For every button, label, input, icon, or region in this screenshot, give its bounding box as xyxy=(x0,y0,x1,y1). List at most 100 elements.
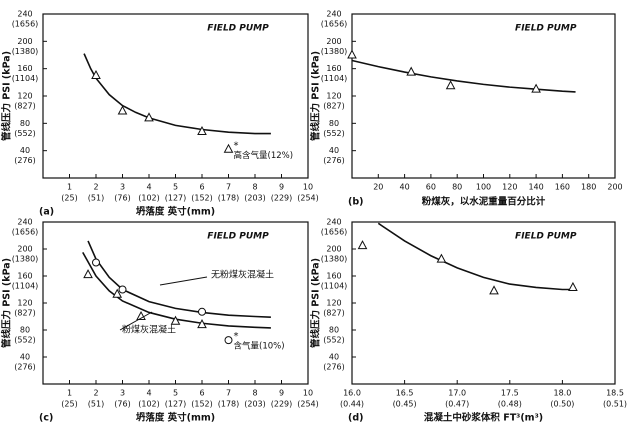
y-tick-sublabel: (1380) xyxy=(12,47,39,56)
data-point xyxy=(489,285,499,295)
y-tick-sublabel: (1380) xyxy=(321,47,348,56)
x-tick-label: 6 xyxy=(199,183,204,192)
x-tick-label: 4 xyxy=(146,183,151,192)
chart-title: FIELD PUMP xyxy=(515,232,577,242)
x-tick-label: 7 xyxy=(226,183,231,192)
chart-title: FIELD PUMP xyxy=(515,24,577,34)
x-tick-sublabel: (25) xyxy=(61,400,77,409)
x-tick-sublabel: (152) xyxy=(191,194,213,203)
y-tick-label: 240 xyxy=(326,10,341,19)
annotation-text: 高含气量(12%) xyxy=(234,150,294,161)
x-tick-label: 2 xyxy=(93,389,98,398)
plot-frame xyxy=(351,221,616,385)
y-tick-label: 80 xyxy=(20,119,30,128)
y-tick-label: 200 xyxy=(17,245,32,254)
y-tick-label: 200 xyxy=(326,37,341,46)
y-tick-sublabel: (1104) xyxy=(12,282,39,291)
annotation-symbol: * xyxy=(234,140,239,151)
data-point xyxy=(91,69,101,79)
annotation-symbol: * xyxy=(234,331,239,342)
y-tick-sublabel: (1656) xyxy=(321,228,348,237)
fit-curve xyxy=(377,222,573,291)
x-tick-sublabel: (102) xyxy=(138,194,160,203)
data-point xyxy=(92,258,100,267)
y-tick-label: 40 xyxy=(329,353,339,362)
data-point xyxy=(144,112,154,122)
data-point xyxy=(197,125,207,136)
x-tick-label: 120 xyxy=(502,183,517,192)
data-point xyxy=(117,105,128,115)
x-tick-label: 60 xyxy=(426,183,436,192)
data-point xyxy=(83,269,93,279)
annotated-point xyxy=(223,143,234,153)
x-tick-sublabel: (76) xyxy=(114,194,130,203)
y-tick-sublabel: (1104) xyxy=(321,74,348,83)
annotation-text: 含气量(10%) xyxy=(234,341,285,352)
x-tick-label: 10 xyxy=(303,389,313,398)
y-tick-label: 160 xyxy=(17,64,32,73)
y-tick-label: 120 xyxy=(17,92,32,101)
x-tick-sublabel: (51) xyxy=(88,194,104,203)
x-tick-label: 200 xyxy=(607,183,622,192)
x-tick-label: 5 xyxy=(173,389,178,398)
y-tick-sublabel: (1380) xyxy=(321,255,348,264)
x-tick-label: 3 xyxy=(120,183,125,192)
y-tick-label: 120 xyxy=(326,92,341,101)
x-axis-label: 粉煤灰，以水泥重量百分比计 xyxy=(422,196,546,208)
x-tick-sublabel: (152) xyxy=(191,400,213,409)
x-tick-label: 7 xyxy=(226,389,231,398)
x-axis-label: 坍落度 英寸(mm) xyxy=(136,412,215,422)
x-axis-label: 坍落度 英寸(mm) xyxy=(136,206,215,218)
x-tick-label: 5 xyxy=(173,183,178,192)
x-tick-label: 180 xyxy=(581,183,596,192)
x-tick-label: 4 xyxy=(146,389,151,398)
data-point xyxy=(436,253,447,263)
y-tick-sublabel: (552) xyxy=(14,129,36,138)
data-point xyxy=(136,310,146,320)
y-tick-sublabel: (552) xyxy=(323,129,345,138)
x-tick-label: 100 xyxy=(476,183,491,192)
y-tick-sublabel: (827) xyxy=(323,309,345,318)
data-point xyxy=(112,288,123,298)
y-tick-sublabel: (1104) xyxy=(12,74,39,83)
y-tick-sublabel: (1380) xyxy=(12,255,39,264)
y-tick-sublabel: (1656) xyxy=(12,20,39,29)
plot-frame xyxy=(351,13,616,179)
x-tick-sublabel: (178) xyxy=(218,400,240,409)
y-axis-label: 管线压力 PSI (kPa) xyxy=(310,51,322,141)
y-axis-label: 管线压力 PSI (kPa) xyxy=(1,258,13,348)
panel-label: (b) xyxy=(348,197,363,208)
x-tick-sublabel: (0.44) xyxy=(340,400,364,409)
y-tick-sublabel: (276) xyxy=(323,363,345,372)
x-tick-sublabel: (254) xyxy=(297,194,319,203)
x-tick-label: 1 xyxy=(67,389,72,398)
data-point xyxy=(198,307,206,316)
y-tick-label: 240 xyxy=(17,10,32,19)
x-tick-sublabel: (76) xyxy=(114,400,130,409)
y-tick-label: 120 xyxy=(17,299,32,308)
y-tick-label: 240 xyxy=(17,218,32,227)
x-tick-sublabel: (25) xyxy=(61,194,77,203)
x-tick-sublabel: (178) xyxy=(218,194,240,203)
y-tick-sublabel: (827) xyxy=(14,102,36,111)
y-tick-sublabel: (552) xyxy=(14,336,36,345)
y-tick-label: 200 xyxy=(326,245,341,254)
series-label: 粉煤灰混凝土 xyxy=(122,324,176,336)
x-tick-label: 140 xyxy=(528,183,543,192)
y-tick-label: 160 xyxy=(17,272,32,281)
x-tick-sublabel: (203) xyxy=(244,400,266,409)
y-tick-label: 240 xyxy=(326,218,341,227)
y-tick-label: 40 xyxy=(20,146,30,155)
x-tick-sublabel: (229) xyxy=(271,194,293,203)
x-tick-label: 6 xyxy=(199,389,204,398)
x-tick-sublabel: (203) xyxy=(244,194,266,203)
x-tick-label: 80 xyxy=(452,183,462,192)
y-tick-sublabel: (276) xyxy=(323,156,345,165)
panel-label: (c) xyxy=(39,413,53,422)
y-tick-sublabel: (827) xyxy=(323,102,345,111)
x-tick-sublabel: (127) xyxy=(165,194,187,203)
x-tick-label: 40 xyxy=(400,183,410,192)
y-axis-label: 管线压力 PSI (kPa) xyxy=(310,258,322,348)
chart-title: FIELD PUMP xyxy=(207,24,269,34)
